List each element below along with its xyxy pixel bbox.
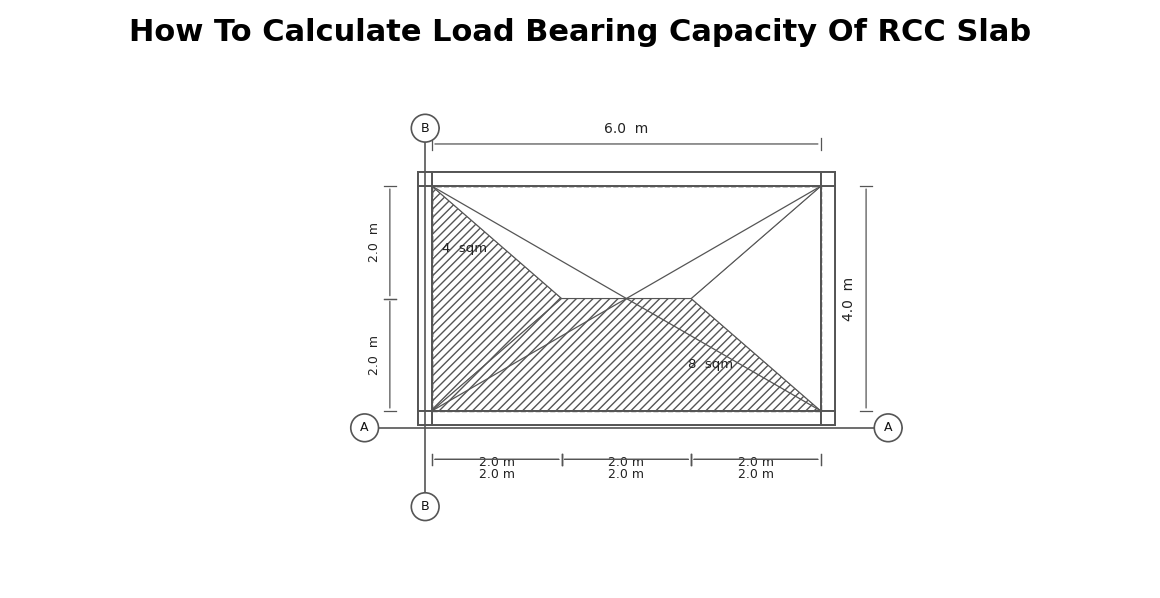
Bar [419,172,433,425]
Polygon shape [433,186,820,298]
Circle shape [350,414,378,442]
Circle shape [875,414,902,442]
Bar [419,411,433,425]
Bar [433,186,820,411]
Polygon shape [691,186,820,411]
Circle shape [412,493,440,520]
Text: 2.0 m: 2.0 m [608,456,645,469]
Text: 2.0  m: 2.0 m [368,335,380,374]
Text: 2.0 m: 2.0 m [479,468,515,481]
Text: 2.0 m: 2.0 m [479,456,515,469]
Text: 4  sqm: 4 sqm [442,242,487,255]
Bar [419,172,433,186]
Text: 6.0  m: 6.0 m [604,122,648,136]
Text: B: B [421,122,429,135]
Text: 2.0 m: 2.0 m [738,468,774,481]
Bar [419,411,834,425]
Polygon shape [433,298,820,411]
Bar [419,172,433,186]
Text: 4.0  m: 4.0 m [842,276,856,321]
Text: A: A [884,422,892,434]
Bar [433,186,820,411]
Bar [820,411,834,425]
Bar [820,172,834,186]
Circle shape [412,114,440,142]
Bar [820,172,834,425]
Bar [419,172,834,186]
Text: B: B [421,500,429,513]
Text: A: A [361,422,369,434]
Bar [820,172,834,186]
Text: 2.0 m: 2.0 m [738,456,774,469]
Bar [419,411,433,425]
Text: How To Calculate Load Bearing Capacity Of RCC Slab: How To Calculate Load Bearing Capacity O… [129,19,1031,47]
Bar [820,411,834,425]
Text: 2.0 m: 2.0 m [608,468,645,481]
Text: 2.0  m: 2.0 m [368,222,380,263]
Text: 8  sqm: 8 sqm [688,358,733,371]
Polygon shape [433,186,561,411]
